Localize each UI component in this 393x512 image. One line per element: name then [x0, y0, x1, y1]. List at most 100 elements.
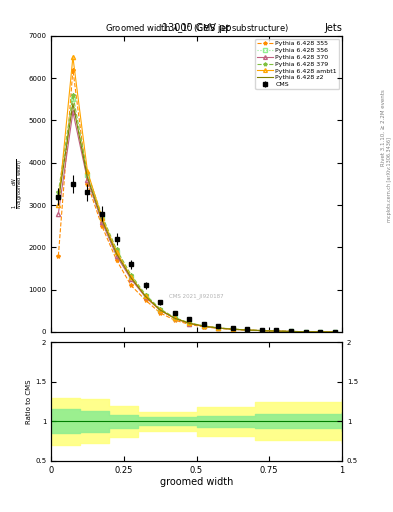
Pythia 6.428 355 [100, 223, 105, 229]
Pythia 6.428 356 [274, 328, 279, 334]
Pythia 6.428 ambt1 [231, 326, 235, 332]
Pythia 6.428 ambt1 [129, 274, 134, 280]
Text: mcplots.cern.ch [arXiv:1306.3436]: mcplots.cern.ch [arXiv:1306.3436] [387, 137, 391, 222]
Pythia 6.428 355 [56, 253, 61, 259]
Pythia 6.428 355 [114, 257, 119, 263]
Pythia 6.428 379 [202, 323, 206, 329]
Pythia 6.428 ambt1 [216, 325, 221, 331]
Pythia 6.428 379 [187, 320, 192, 326]
Pythia 6.428 370 [129, 276, 134, 282]
Pythia 6.428 ambt1 [100, 215, 105, 221]
Pythia 6.428 379 [100, 212, 105, 219]
Text: 13000 GeV pp: 13000 GeV pp [162, 23, 231, 33]
Pythia 6.428 356 [303, 329, 308, 335]
Pythia 6.428 z2 [332, 329, 337, 335]
Pythia 6.428 ambt1 [56, 202, 61, 208]
Pythia 6.428 ambt1 [303, 329, 308, 335]
Pythia 6.428 z2 [143, 293, 148, 300]
Pythia 6.428 370 [216, 325, 221, 331]
Pythia 6.428 z2 [245, 327, 250, 333]
Pythia 6.428 355 [85, 181, 90, 187]
Pythia 6.428 355 [71, 67, 75, 73]
Line: Pythia 6.428 356: Pythia 6.428 356 [56, 97, 337, 334]
Pythia 6.428 370 [303, 329, 308, 335]
Pythia 6.428 z2 [260, 328, 264, 334]
Pythia 6.428 z2 [85, 175, 90, 181]
Pythia 6.428 z2 [173, 315, 177, 322]
Text: Rivet 3.1.10, ≥ 2.2M events: Rivet 3.1.10, ≥ 2.2M events [381, 90, 386, 166]
Pythia 6.428 ambt1 [202, 323, 206, 329]
Pythia 6.428 370 [231, 326, 235, 332]
Pythia 6.428 ambt1 [260, 328, 264, 334]
Pythia 6.428 356 [332, 329, 337, 335]
Pythia 6.428 370 [260, 328, 264, 334]
Pythia 6.428 355 [158, 310, 163, 316]
Pythia 6.428 370 [274, 328, 279, 334]
Pythia 6.428 356 [114, 248, 119, 254]
Text: Jets: Jets [324, 23, 342, 33]
Pythia 6.428 379 [289, 328, 294, 334]
Y-axis label: Ratio to CMS: Ratio to CMS [26, 379, 32, 424]
Pythia 6.428 356 [202, 323, 206, 329]
Pythia 6.428 379 [332, 329, 337, 335]
Line: Pythia 6.428 355: Pythia 6.428 355 [56, 68, 337, 334]
Pythia 6.428 370 [85, 177, 90, 183]
Pythia 6.428 z2 [71, 100, 75, 106]
Pythia 6.428 z2 [274, 328, 279, 334]
Pythia 6.428 ambt1 [114, 248, 119, 254]
Text: CMS 2021_JI920187: CMS 2021_JI920187 [169, 293, 224, 300]
Pythia 6.428 370 [56, 210, 61, 217]
Pythia 6.428 z2 [158, 307, 163, 313]
Pythia 6.428 ambt1 [173, 315, 177, 322]
Pythia 6.428 356 [158, 307, 163, 313]
Pythia 6.428 355 [245, 327, 250, 333]
Pythia 6.428 370 [100, 219, 105, 225]
Pythia 6.428 z2 [202, 323, 206, 329]
Pythia 6.428 356 [245, 327, 250, 333]
Pythia 6.428 z2 [289, 328, 294, 334]
Pythia 6.428 z2 [187, 320, 192, 326]
Pythia 6.428 379 [71, 92, 75, 98]
Pythia 6.428 370 [158, 307, 163, 313]
Pythia 6.428 355 [274, 328, 279, 334]
Pythia 6.428 370 [187, 321, 192, 327]
X-axis label: groomed width: groomed width [160, 477, 233, 487]
Pythia 6.428 379 [114, 246, 119, 252]
Pythia 6.428 379 [173, 314, 177, 321]
Pythia 6.428 379 [260, 328, 264, 334]
Pythia 6.428 355 [289, 328, 294, 334]
Pythia 6.428 ambt1 [245, 327, 250, 333]
Pythia 6.428 356 [318, 329, 323, 335]
Pythia 6.428 356 [173, 315, 177, 321]
Pythia 6.428 355 [143, 297, 148, 303]
Line: Pythia 6.428 z2: Pythia 6.428 z2 [59, 103, 335, 332]
Pythia 6.428 355 [332, 329, 337, 335]
Pythia 6.428 356 [187, 320, 192, 326]
Pythia 6.428 379 [318, 329, 323, 335]
Pythia 6.428 379 [85, 170, 90, 177]
Pythia 6.428 379 [143, 292, 148, 298]
Pythia 6.428 356 [71, 96, 75, 102]
Pythia 6.428 z2 [100, 217, 105, 223]
Pythia 6.428 370 [289, 328, 294, 334]
Pythia 6.428 356 [216, 325, 221, 331]
Line: Pythia 6.428 370: Pythia 6.428 370 [56, 110, 337, 334]
Pythia 6.428 370 [114, 253, 119, 259]
Pythia 6.428 ambt1 [85, 168, 90, 174]
Legend: Pythia 6.428 355, Pythia 6.428 356, Pythia 6.428 370, Pythia 6.428 379, Pythia 6: Pythia 6.428 355, Pythia 6.428 356, Pyth… [255, 39, 339, 89]
Pythia 6.428 356 [289, 328, 294, 334]
Pythia 6.428 ambt1 [289, 328, 294, 334]
Pythia 6.428 355 [318, 329, 323, 335]
Pythia 6.428 379 [303, 329, 308, 335]
Pythia 6.428 379 [158, 306, 163, 312]
Pythia 6.428 355 [216, 325, 221, 331]
Pythia 6.428 z2 [318, 329, 323, 335]
Pythia 6.428 370 [245, 327, 250, 333]
Pythia 6.428 ambt1 [318, 329, 323, 335]
Pythia 6.428 379 [231, 326, 235, 332]
Pythia 6.428 379 [56, 189, 61, 196]
Pythia 6.428 356 [129, 274, 134, 280]
Line: Pythia 6.428 379: Pythia 6.428 379 [56, 93, 337, 334]
Pythia 6.428 z2 [231, 326, 235, 332]
Pythia 6.428 370 [318, 329, 323, 335]
